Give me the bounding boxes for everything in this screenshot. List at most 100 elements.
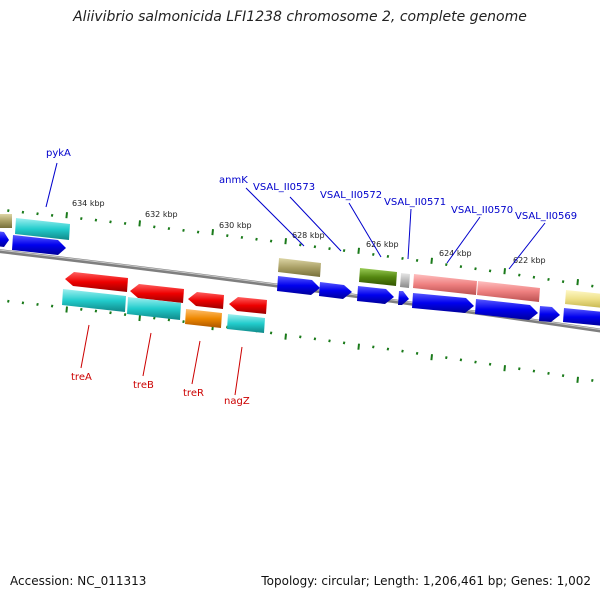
tick-minor (21, 210, 25, 214)
tick-major (357, 247, 360, 254)
leader-line (348, 202, 382, 258)
feature-orange[interactable] (185, 309, 222, 328)
gene-label-VSAL_II0571[interactable]: VSAL_II0571 (384, 197, 446, 208)
bottom-label-leaders (80, 324, 243, 396)
feature-olive[interactable] (278, 258, 321, 277)
scale-label: 634 kbp (72, 199, 105, 208)
leader-line (446, 216, 481, 264)
gene-label-VSAL_II0570[interactable]: VSAL_II0570 (451, 205, 513, 216)
cds-arrow[interactable] (539, 306, 560, 322)
tick-minor (123, 313, 127, 317)
tick-minor (474, 360, 477, 364)
tick-minor (445, 263, 448, 267)
gene-label-anmK[interactable]: anmK (219, 175, 248, 186)
gene-label-nagZ[interactable]: nagZ (224, 396, 250, 407)
tick-ring-outer (7, 209, 594, 288)
leader-line (191, 340, 201, 385)
gene-label-pykA[interactable]: pykA (46, 148, 71, 159)
tick-minor (547, 277, 550, 281)
tick-minor (488, 362, 492, 366)
leader-line (80, 324, 90, 369)
tick-minor (415, 351, 419, 355)
feature-track-lower (62, 272, 267, 333)
cds-arrow[interactable] (475, 299, 538, 320)
cds-arrow[interactable] (277, 276, 320, 295)
tick-major (284, 333, 287, 340)
gene-label-VSAL_II0573[interactable]: VSAL_II0573 (253, 182, 315, 193)
feature-yellow[interactable] (565, 290, 600, 308)
tick-minor (488, 269, 492, 273)
tick-major (65, 306, 68, 313)
tick-minor (401, 256, 404, 260)
tick-minor (167, 227, 171, 231)
leader-line (45, 162, 58, 208)
gene-label-treA[interactable]: treA (71, 372, 92, 383)
tick-minor (153, 316, 156, 320)
cds-arrow[interactable] (398, 291, 409, 305)
tick-minor (299, 335, 302, 339)
cds-arrow[interactable] (0, 231, 9, 247)
feature-cyan[interactable] (227, 314, 265, 333)
gene-label-treR[interactable]: treR (183, 388, 204, 399)
tick-major (430, 354, 433, 361)
tick-minor (532, 275, 536, 279)
tick-minor (50, 213, 54, 217)
leader-line (508, 222, 546, 270)
tick-minor (94, 218, 98, 222)
gene-label-VSAL_II0572[interactable]: VSAL_II0572 (320, 190, 382, 201)
feature-red[interactable] (188, 292, 224, 309)
cds-arrow[interactable] (412, 293, 474, 313)
scale-label: 632 kbp (145, 210, 178, 219)
tick-minor (386, 254, 390, 258)
scale-label: 626 kbp (366, 240, 399, 249)
tick-minor (328, 339, 331, 343)
cds-arrow[interactable] (319, 282, 352, 299)
cds-track-upper (0, 231, 600, 326)
feature-red[interactable] (65, 272, 128, 292)
leader-line (289, 196, 342, 252)
tick-minor (80, 307, 83, 311)
tick-minor (7, 299, 10, 303)
tick-minor (386, 347, 390, 351)
cds-arrow[interactable] (563, 308, 600, 326)
tick-minor (153, 225, 156, 229)
tick-minor (123, 221, 127, 225)
tick-minor (547, 371, 550, 375)
tick-minor (591, 378, 594, 382)
feature-salmon[interactable] (477, 281, 540, 302)
feature-salmon[interactable] (413, 274, 477, 295)
feature-red[interactable] (229, 297, 267, 314)
feature-track-upper (0, 214, 600, 308)
tick-minor (255, 237, 258, 241)
tick-major (138, 220, 141, 227)
feature-red[interactable] (130, 284, 184, 303)
cds-arrow[interactable] (12, 235, 66, 255)
gene-label-treB[interactable]: treB (133, 380, 154, 391)
feature-darkgreen[interactable] (359, 268, 397, 286)
tick-minor (109, 311, 112, 315)
tick-minor (80, 217, 83, 221)
tick-minor (532, 369, 536, 373)
tick-major (284, 238, 287, 245)
feature-cyan[interactable] (127, 297, 181, 320)
feature-cyan[interactable] (15, 218, 70, 240)
tick-minor (182, 320, 185, 324)
feature-grey[interactable] (400, 273, 410, 288)
feature-cyan[interactable] (62, 289, 126, 312)
feature-olive[interactable] (0, 214, 12, 228)
leader-line (407, 208, 412, 260)
leader-line (245, 187, 305, 247)
gene-label-VSAL_II0569[interactable]: VSAL_II0569 (515, 211, 577, 222)
leader-line (142, 332, 152, 377)
tick-major (503, 365, 506, 372)
cds-arrow[interactable] (357, 286, 394, 304)
tick-minor (196, 230, 200, 234)
tick-minor (269, 239, 273, 243)
tick-major (357, 343, 360, 350)
tick-minor (21, 301, 25, 305)
tick-minor (459, 265, 463, 269)
tick-minor (94, 309, 98, 313)
tick-major (503, 268, 506, 275)
scale-label: 622 kbp (513, 256, 546, 265)
